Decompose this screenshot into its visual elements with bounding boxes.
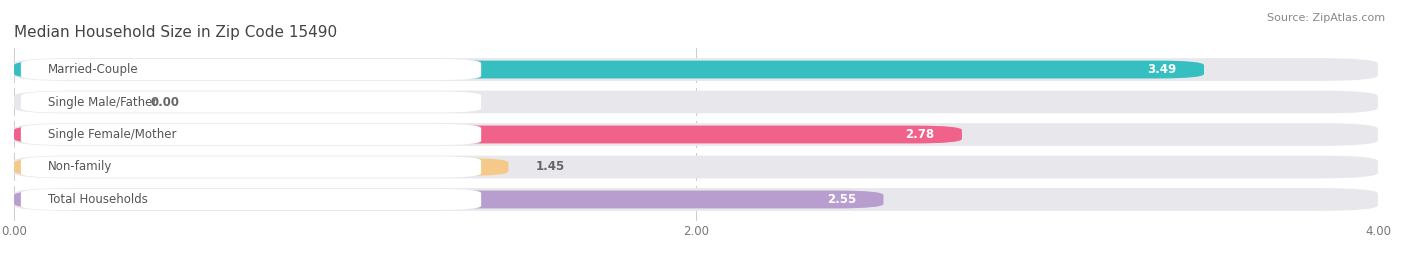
FancyBboxPatch shape bbox=[21, 157, 481, 178]
Text: 2.55: 2.55 bbox=[827, 193, 856, 206]
Bar bbox=[14, 148, 1378, 153]
Text: Total Households: Total Households bbox=[48, 193, 148, 206]
Bar bbox=[14, 181, 1378, 186]
FancyBboxPatch shape bbox=[14, 188, 1378, 211]
FancyBboxPatch shape bbox=[21, 189, 481, 210]
FancyBboxPatch shape bbox=[14, 61, 1204, 79]
Text: 2.78: 2.78 bbox=[905, 128, 935, 141]
Text: 3.49: 3.49 bbox=[1147, 63, 1177, 76]
Text: 0.00: 0.00 bbox=[150, 95, 180, 108]
FancyBboxPatch shape bbox=[21, 91, 481, 112]
Text: Single Female/Mother: Single Female/Mother bbox=[48, 128, 177, 141]
Text: Median Household Size in Zip Code 15490: Median Household Size in Zip Code 15490 bbox=[14, 25, 337, 40]
FancyBboxPatch shape bbox=[14, 91, 1378, 114]
FancyBboxPatch shape bbox=[14, 155, 1378, 178]
FancyBboxPatch shape bbox=[14, 190, 883, 208]
Text: Married-Couple: Married-Couple bbox=[48, 63, 139, 76]
Bar bbox=[14, 83, 1378, 88]
Text: 1.45: 1.45 bbox=[536, 161, 565, 174]
FancyBboxPatch shape bbox=[14, 123, 1378, 146]
FancyBboxPatch shape bbox=[14, 126, 962, 143]
FancyBboxPatch shape bbox=[21, 59, 481, 80]
Text: Source: ZipAtlas.com: Source: ZipAtlas.com bbox=[1267, 13, 1385, 23]
FancyBboxPatch shape bbox=[14, 58, 1378, 81]
Text: Non-family: Non-family bbox=[48, 161, 112, 174]
Bar bbox=[14, 116, 1378, 121]
Text: Single Male/Father: Single Male/Father bbox=[48, 95, 157, 108]
FancyBboxPatch shape bbox=[21, 124, 481, 145]
FancyBboxPatch shape bbox=[14, 158, 509, 176]
